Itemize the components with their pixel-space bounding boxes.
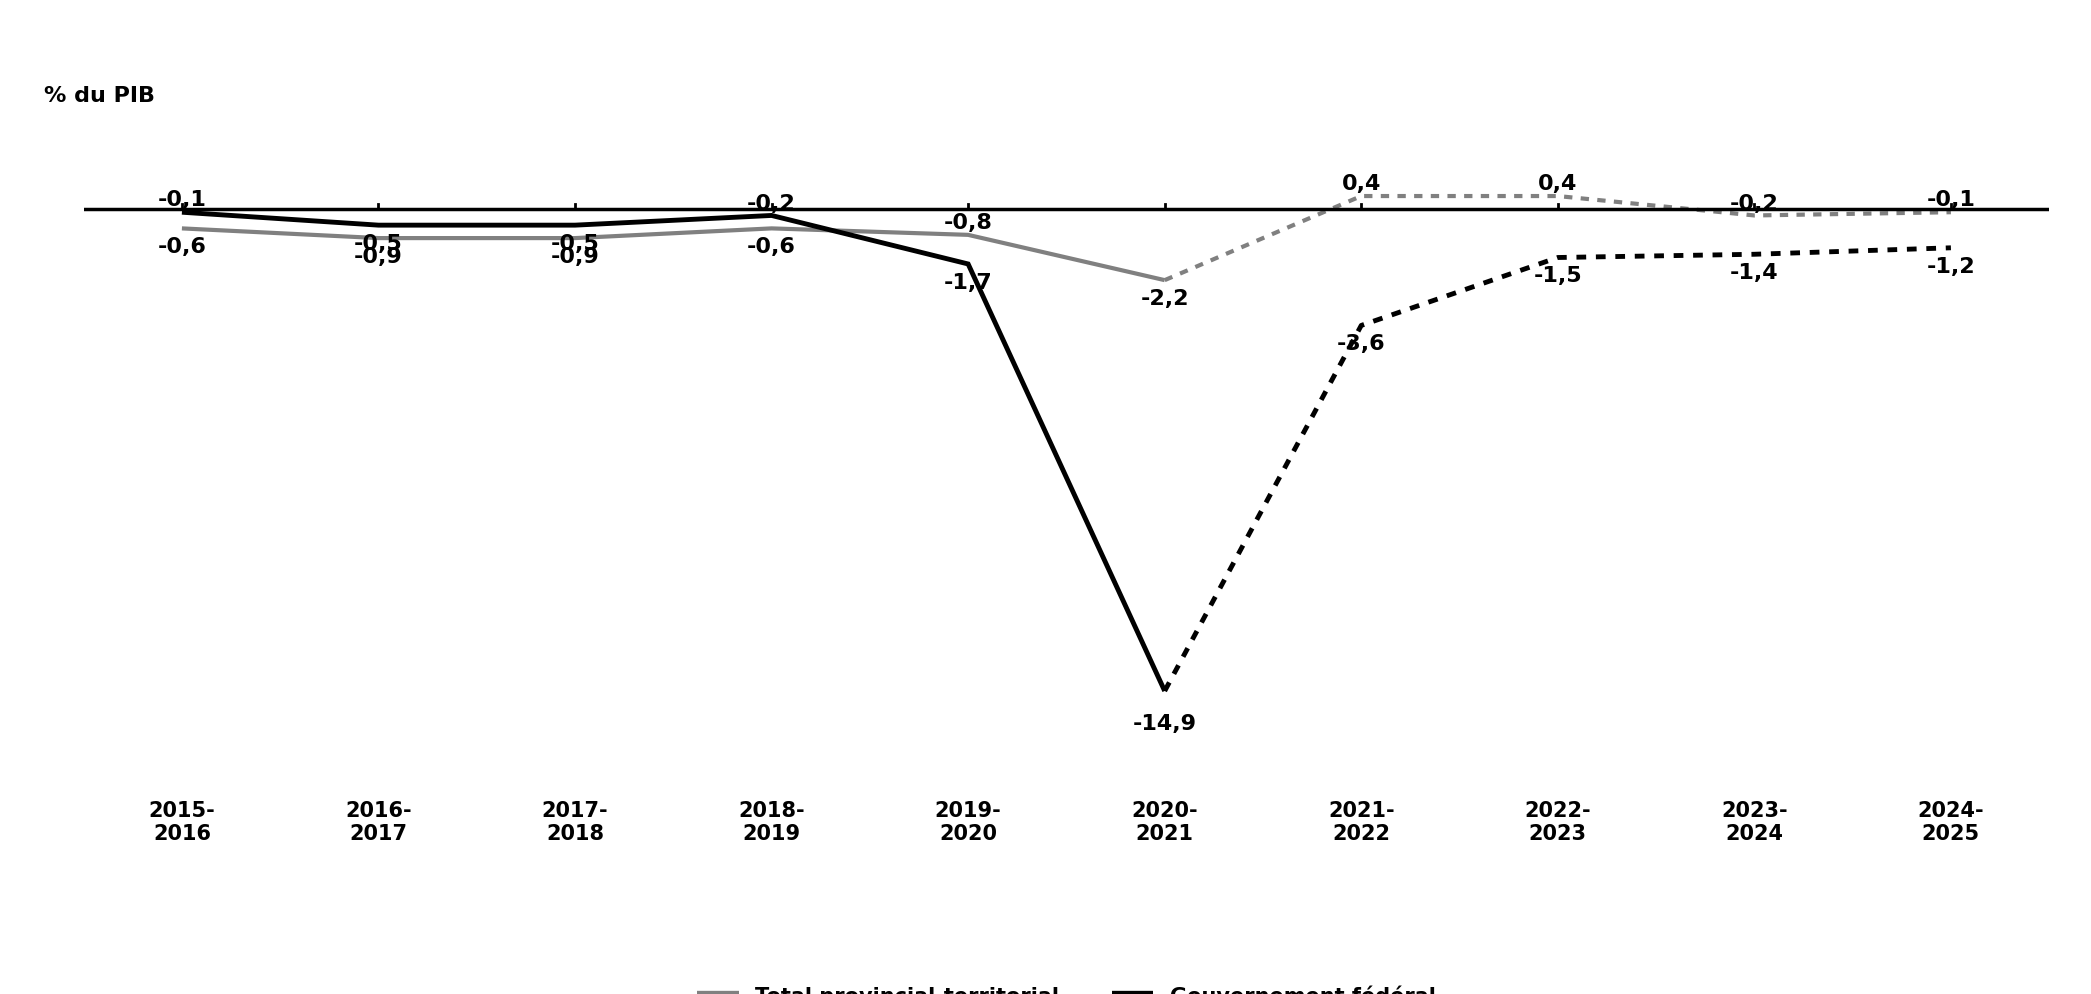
Text: -1,5: -1,5 bbox=[1533, 266, 1583, 286]
Text: 0,4: 0,4 bbox=[1539, 174, 1577, 194]
Text: -0,5: -0,5 bbox=[353, 234, 404, 253]
Text: -14,9: -14,9 bbox=[1133, 714, 1196, 734]
Text: -2,2: -2,2 bbox=[1140, 288, 1190, 308]
Text: -0,2: -0,2 bbox=[1729, 193, 1779, 214]
Text: -1,2: -1,2 bbox=[1926, 256, 1976, 276]
Text: -0,1: -0,1 bbox=[1926, 190, 1976, 210]
Text: -1,4: -1,4 bbox=[1729, 262, 1779, 282]
Text: -0,9: -0,9 bbox=[353, 247, 404, 266]
Text: -0,8: -0,8 bbox=[943, 213, 993, 233]
Text: -0,6: -0,6 bbox=[157, 237, 207, 256]
Text: -0,2: -0,2 bbox=[746, 193, 797, 214]
Text: 0,4: 0,4 bbox=[1342, 174, 1380, 194]
Text: -3,6: -3,6 bbox=[1336, 334, 1386, 354]
Text: -0,6: -0,6 bbox=[746, 237, 797, 256]
Legend: Total provincial-territorial, Gouvernement fédéral: Total provincial-territorial, Gouverneme… bbox=[688, 977, 1445, 994]
Text: -0,5: -0,5 bbox=[550, 234, 600, 253]
Text: -1,7: -1,7 bbox=[943, 272, 993, 292]
Text: -0,9: -0,9 bbox=[550, 247, 600, 266]
Text: -0,1: -0,1 bbox=[157, 190, 207, 210]
Text: % du PIB: % du PIB bbox=[44, 86, 155, 106]
